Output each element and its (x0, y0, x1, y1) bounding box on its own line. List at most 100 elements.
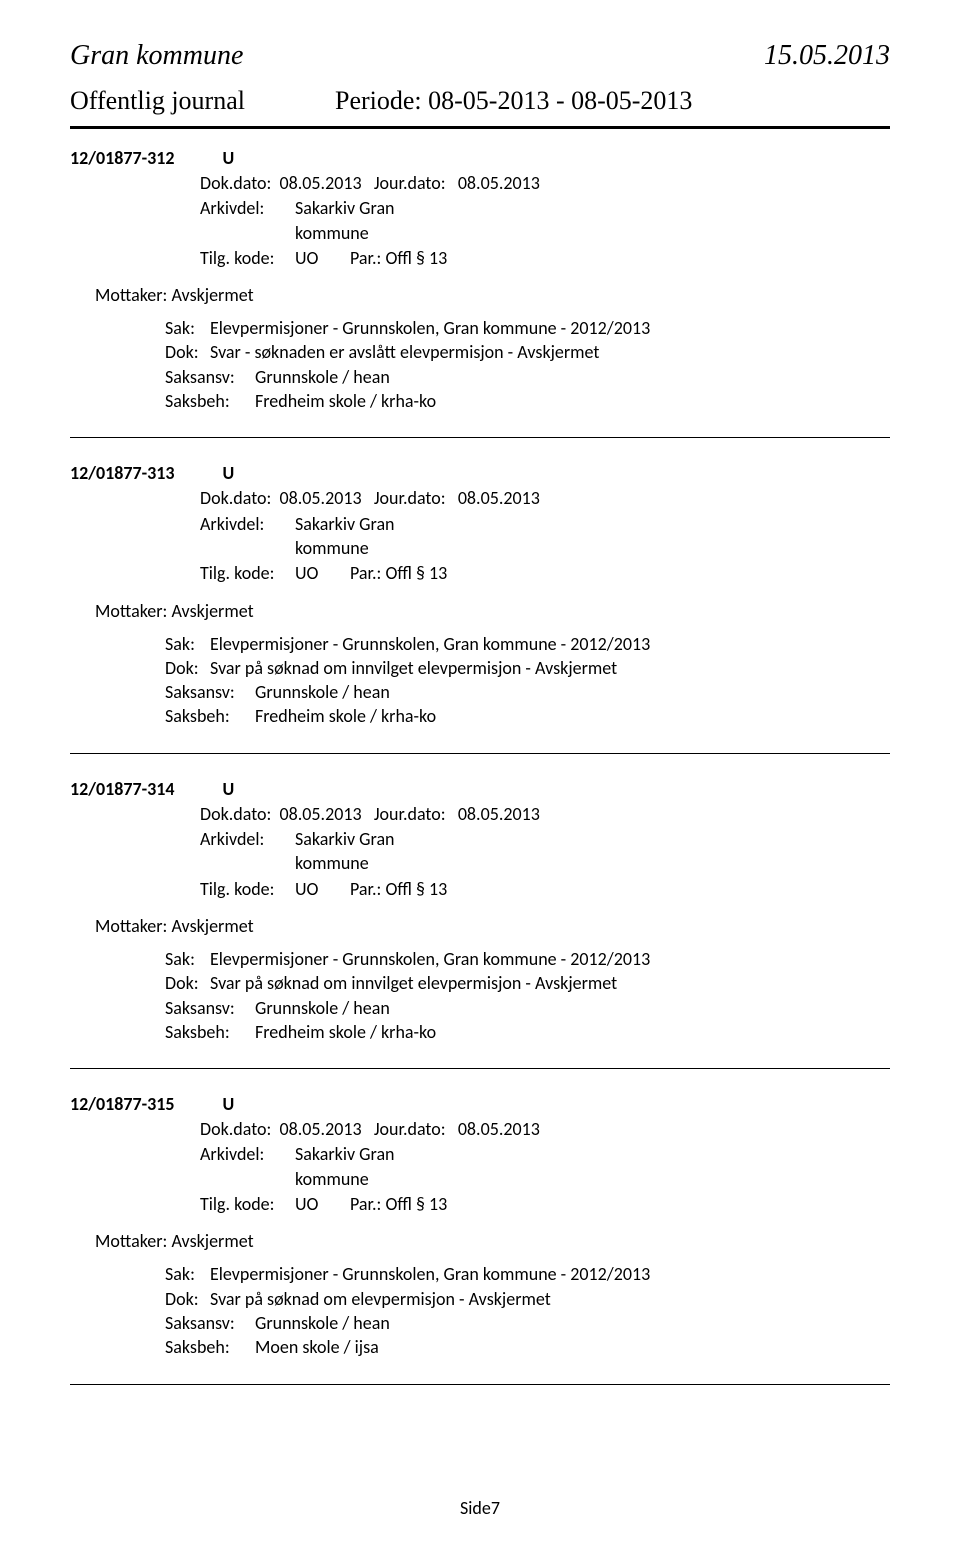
dokdato-value: 08.05.2013 (280, 803, 362, 825)
saksbeh-value: Fredheim skole / krha-ko (255, 390, 436, 412)
journal-entry: 12/01877-314U Dok.dato: 08.05.2013 Jour.… (70, 778, 890, 1044)
saksansv-value: Grunnskole / hean (255, 366, 390, 388)
jourdato-label: Jour.dato: (374, 803, 446, 825)
dates-row: Dok.dato: 08.05.2013 Jour.dato: 08.05.20… (200, 802, 890, 826)
tilgkode-label: Tilg. kode: (200, 877, 295, 901)
dok-row: Dok:Svar på søknad om elevpermisjon - Av… (165, 1287, 890, 1311)
entry-meta: Dok.dato: 08.05.2013 Jour.dato: 08.05.20… (200, 1117, 890, 1216)
saksbeh-row: Saksbeh:Moen skole / ijsa (165, 1335, 890, 1359)
journal-entry: 12/01877-312U Dok.dato: 08.05.2013 Jour.… (70, 147, 890, 413)
mottaker-label: Mottaker: (95, 915, 167, 937)
saksbeh-label: Saksbeh: (165, 389, 255, 413)
dok-label: Dok: (165, 340, 210, 364)
tilgkode-label: Tilg. kode: (200, 561, 295, 585)
arkivdel-line2: kommune (295, 852, 369, 874)
par-label: Par.: (350, 562, 381, 584)
saksansv-value: Grunnskole / hean (255, 997, 390, 1019)
par-value: Offl § 13 (385, 878, 447, 900)
jourdato-label: Jour.dato: (374, 1118, 446, 1140)
jourdato-value: 08.05.2013 (458, 172, 540, 194)
dok-value: Svar på søknad om innvilget elevpermisjo… (210, 972, 617, 994)
jourdato-value: 08.05.2013 (458, 803, 540, 825)
dokdato-value: 08.05.2013 (280, 172, 362, 194)
entry-id: 12/01877-312 (70, 147, 174, 169)
report-date: 15.05.2013 (764, 40, 890, 72)
mottaker-label: Mottaker: (95, 600, 167, 622)
tilgkode-row: Tilg. kode:UOPar.: Offl § 13 (200, 561, 890, 585)
case-block: Sak:Elevpermisjoner - Grunnskolen, Gran … (165, 947, 890, 1044)
divider-thin (70, 753, 890, 754)
saksansv-label: Saksansv: (165, 680, 255, 704)
arkivdel-value: Sakarkiv Grankommune (295, 1142, 395, 1191)
sak-label: Sak: (165, 947, 210, 971)
sak-row: Sak:Elevpermisjoner - Grunnskolen, Gran … (165, 316, 890, 340)
sak-label: Sak: (165, 1262, 210, 1286)
dokdato-label: Dok.dato: (200, 803, 271, 825)
saksbeh-row: Saksbeh:Fredheim skole / krha-ko (165, 1020, 890, 1044)
case-block: Sak:Elevpermisjoner - Grunnskolen, Gran … (165, 632, 890, 729)
par-label: Par.: (350, 878, 381, 900)
tilgkode-value: UO (295, 877, 350, 901)
journal-title: Offentlig journal (70, 86, 245, 116)
entry-type: U (222, 1093, 234, 1115)
dokdato-value: 08.05.2013 (280, 1118, 362, 1140)
saksbeh-label: Saksbeh: (165, 1335, 255, 1359)
period-value: 08-05-2013 - 08-05-2013 (428, 86, 692, 115)
mottaker-row: Mottaker: Avskjermet (95, 600, 890, 622)
journal-period: Periode: 08-05-2013 - 08-05-2013 (335, 86, 692, 116)
par-label: Par.: (350, 247, 381, 269)
arkivdel-line2: kommune (295, 1168, 369, 1190)
arkivdel-label: Arkivdel: (200, 827, 295, 851)
sak-row: Sak:Elevpermisjoner - Grunnskolen, Gran … (165, 1262, 890, 1286)
dok-label: Dok: (165, 656, 210, 680)
saksbeh-label: Saksbeh: (165, 1020, 255, 1044)
arkivdel-line1: Sakarkiv Gran (295, 828, 395, 850)
entry-type: U (222, 462, 234, 484)
tilgkode-row: Tilg. kode:UOPar.: Offl § 13 (200, 877, 890, 901)
entry-id: 12/01877-315 (70, 1093, 174, 1115)
dok-value: Svar på søknad om elevpermisjon - Avskje… (210, 1288, 551, 1310)
entries-container: 12/01877-312 U Dok.dato: 08.05.2013 Jour.… (70, 147, 890, 1385)
par-value: Offl § 13 (385, 1193, 447, 1215)
case-block: Sak:Elevpermisjoner - Grunnskolen, Gran … (165, 1262, 890, 1359)
entry-id-row: 12/01877-312 U (70, 147, 890, 169)
dokdato-value: 08.05.2013 (280, 487, 362, 509)
sak-value: Elevpermisjoner - Grunnskolen, Gran komm… (210, 317, 650, 339)
dokdato-label: Dok.dato: (200, 1118, 271, 1140)
arkivdel-value: Sakarkiv Grankommune (295, 827, 395, 876)
entry-type: U (222, 147, 234, 169)
par-label: Par.: (350, 1193, 381, 1215)
divider-thick (70, 126, 890, 129)
saksansv-row: Saksansv:Grunnskole / hean (165, 996, 890, 1020)
dokdato-label: Dok.dato: (200, 487, 271, 509)
dokdato-label: Dok.dato: (200, 172, 271, 194)
entry-meta: Dok.dato: 08.05.2013 Jour.dato: 08.05.20… (200, 802, 890, 901)
arkivdel-label: Arkivdel: (200, 512, 295, 536)
saksansv-row: Saksansv:Grunnskole / hean (165, 365, 890, 389)
arkivdel-label: Arkivdel: (200, 1142, 295, 1166)
divider-thin (70, 437, 890, 438)
mottaker-label: Mottaker: (95, 1230, 167, 1252)
tilgkode-value: UO (295, 246, 350, 270)
saksbeh-row: Saksbeh:Fredheim skole / krha-ko (165, 389, 890, 413)
saksbeh-row: Saksbeh:Fredheim skole / krha-ko (165, 704, 890, 728)
entry-id-row: 12/01877-314U (70, 778, 890, 800)
dok-label: Dok: (165, 1287, 210, 1311)
period-label: Periode: (335, 86, 422, 115)
saksansv-label: Saksansv: (165, 1311, 255, 1335)
arkivdel-row: Arkivdel:Sakarkiv Grankommune (200, 1142, 890, 1191)
tilgkode-row: Tilg. kode:UOPar.: Offl § 13 (200, 246, 890, 270)
tilgkode-label: Tilg. kode: (200, 246, 295, 270)
entry-type: U (222, 778, 234, 800)
arkivdel-row: Arkivdel:Sakarkiv Grankommune (200, 827, 890, 876)
sak-value: Elevpermisjoner - Grunnskolen, Gran komm… (210, 1263, 650, 1285)
par-value: Offl § 13 (385, 562, 447, 584)
saksbeh-label: Saksbeh: (165, 704, 255, 728)
arkivdel-label: Arkivdel: (200, 196, 295, 220)
saksbeh-value: Fredheim skole / krha-ko (255, 1021, 436, 1043)
jourdato-value: 08.05.2013 (458, 487, 540, 509)
dok-value: Svar på søknad om innvilget elevpermisjo… (210, 657, 617, 679)
saksansv-row: Saksansv:Grunnskole / hean (165, 680, 890, 704)
entry-id-row: 12/01877-315 U (70, 1093, 890, 1115)
jourdato-value: 08.05.2013 (458, 1118, 540, 1140)
